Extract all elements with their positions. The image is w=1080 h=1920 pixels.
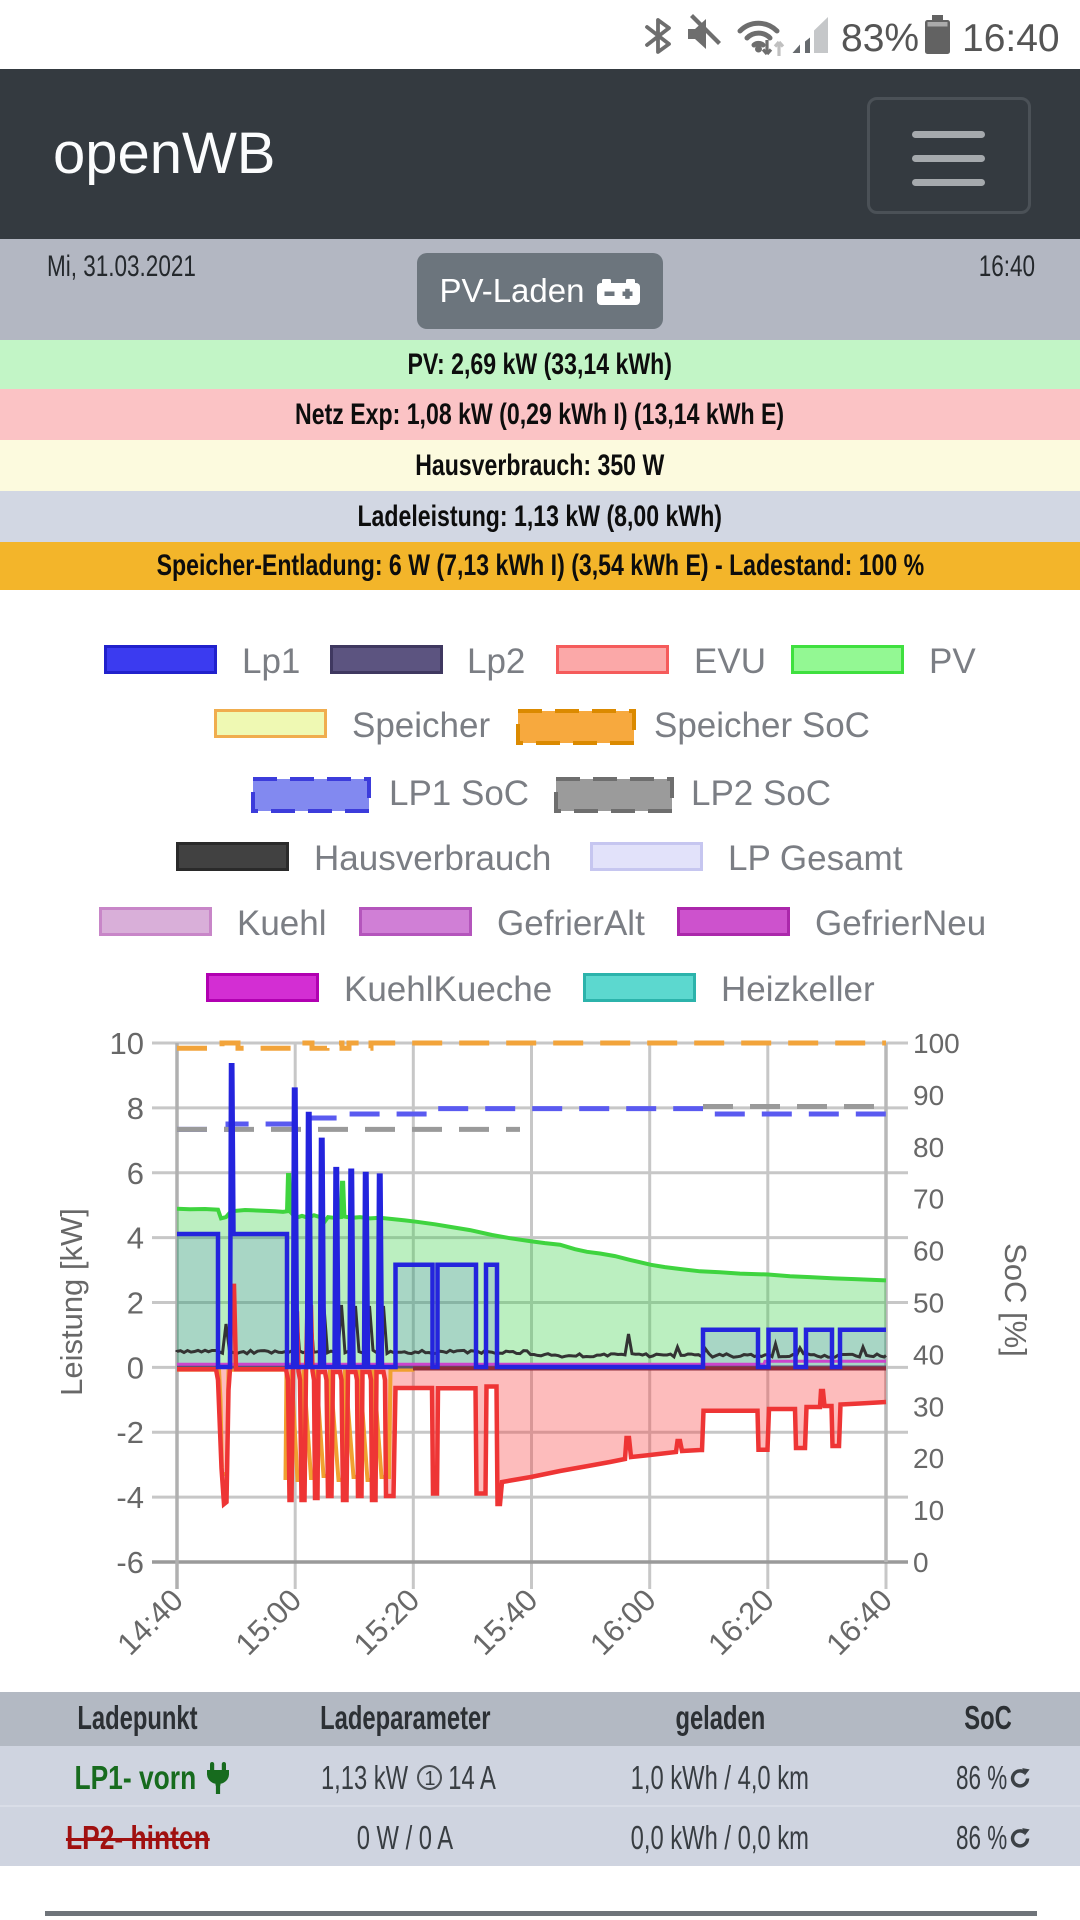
svg-text:14:40: 14:40 — [110, 1582, 190, 1662]
svg-text:60: 60 — [913, 1236, 944, 1267]
svg-text:15:40: 15:40 — [465, 1582, 545, 1662]
svg-text:-4: -4 — [116, 1480, 144, 1515]
svg-text:SoC [%]: SoC [%] — [998, 1243, 1033, 1357]
svg-text:16:00: 16:00 — [583, 1582, 663, 1662]
svg-text:83%: 83% — [841, 17, 919, 60]
svg-text:100: 100 — [913, 1028, 960, 1059]
svg-text:30: 30 — [913, 1391, 944, 1422]
svg-text:50: 50 — [913, 1288, 944, 1319]
svg-text:Leistung [kW]: Leistung [kW] — [54, 1208, 89, 1396]
svg-text:20: 20 — [913, 1443, 944, 1474]
svg-text:8: 8 — [127, 1091, 144, 1126]
svg-text:-6: -6 — [116, 1545, 144, 1580]
svg-text:90: 90 — [913, 1080, 944, 1111]
svg-text:16:20: 16:20 — [701, 1582, 781, 1662]
svg-text:4: 4 — [127, 1221, 144, 1256]
svg-text:2: 2 — [127, 1286, 144, 1321]
svg-text:15:00: 15:00 — [229, 1582, 309, 1662]
svg-text:6: 6 — [127, 1156, 144, 1191]
svg-text:16:40: 16:40 — [819, 1582, 899, 1662]
svg-text:0: 0 — [913, 1547, 929, 1578]
svg-text:70: 70 — [913, 1184, 944, 1215]
svg-text:15:20: 15:20 — [347, 1582, 427, 1662]
svg-text:10: 10 — [110, 1026, 144, 1061]
svg-text:0: 0 — [127, 1350, 144, 1385]
svg-text:10: 10 — [913, 1495, 944, 1526]
svg-text:-2: -2 — [116, 1415, 144, 1450]
svg-text:80: 80 — [913, 1132, 944, 1163]
svg-text:40: 40 — [913, 1339, 944, 1370]
svg-text:16:40: 16:40 — [962, 17, 1060, 60]
